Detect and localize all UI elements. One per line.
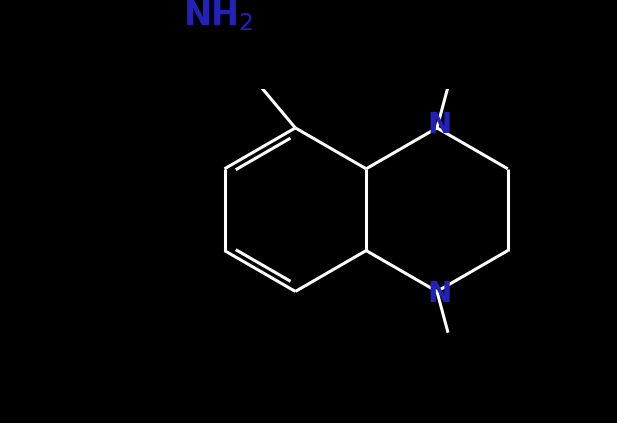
Text: N: N xyxy=(428,111,452,139)
Text: N: N xyxy=(428,280,452,308)
Text: NH$_2$: NH$_2$ xyxy=(183,0,254,33)
